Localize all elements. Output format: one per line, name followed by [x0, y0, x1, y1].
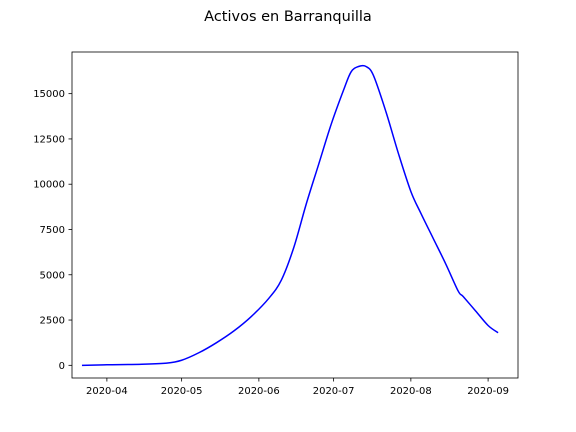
y-tick-label: 7500 [40, 225, 65, 236]
x-tick-label: 2020-06 [238, 386, 280, 397]
y-tick-label: 5000 [40, 270, 65, 281]
series-layer [81, 64, 499, 367]
y-tick-label: 15000 [33, 89, 65, 100]
y-tick-label: 10000 [33, 180, 65, 191]
chart-title: Activos en Barranquilla [204, 9, 372, 25]
x-tick-label: 2020-05 [161, 386, 203, 397]
x-tick-label: 2020-09 [467, 386, 509, 397]
y-axis: 0 2500 5000 7500 10000 12500 15000 [33, 89, 72, 372]
x-tick-label: 2020-08 [390, 386, 432, 397]
x-tick-label: 2020-04 [86, 386, 128, 397]
plot-frame [71, 51, 519, 379]
y-tick-label: 0 [59, 361, 65, 372]
x-tick-label: 2020-07 [313, 386, 355, 397]
series-line [81, 64, 499, 367]
y-tick-label: 12500 [33, 134, 65, 145]
x-axis: 2020-04 2020-05 2020-06 2020-07 2020-08 2020-… [86, 378, 509, 397]
y-tick-label: 2500 [40, 316, 65, 327]
